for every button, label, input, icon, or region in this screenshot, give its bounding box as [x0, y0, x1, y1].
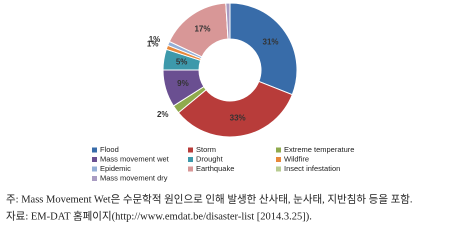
legend-swatch [188, 166, 193, 172]
value-label: 33% [230, 114, 246, 123]
legend-label: Extreme temperature [284, 145, 354, 154]
note: 자료: EM-DAT 홈페이지(http://www.emdat.be/disa… [6, 209, 312, 222]
legend-swatch [92, 176, 97, 181]
chart: 주: Mass Movement Wet은 수문학적 원인으로 인해 발생한 산… [6, 2, 413, 222]
value-label: 5% [176, 57, 188, 66]
value-label: 2% [157, 110, 169, 119]
value-label: 17% [194, 25, 210, 34]
legend-label: Earthquake [196, 164, 234, 173]
slice [229, 2, 298, 96]
legend-label: Flood [100, 145, 119, 154]
legend-swatch [188, 147, 193, 153]
value-label: 31% [263, 38, 279, 47]
legend-swatch [92, 147, 97, 153]
legend-label: Wildfire [284, 154, 309, 163]
value-label: 1% [149, 35, 161, 44]
legend-label: Mass movement dry [100, 173, 168, 182]
legend-swatch [188, 157, 193, 162]
legend-label: Mass movement wet [100, 154, 170, 163]
slice [177, 80, 293, 138]
legend-label: Storm [196, 145, 216, 154]
legend-label: Insect infestation [284, 164, 340, 173]
legend-swatch [276, 166, 281, 172]
legend-label: Drought [196, 154, 224, 163]
legend-swatch [276, 147, 281, 153]
legend-swatch [276, 157, 281, 162]
legend-swatch [92, 166, 97, 172]
value-label: 1% [147, 39, 159, 48]
legend-label: Epidemic [100, 164, 131, 173]
slice [225, 2, 231, 40]
legend-swatch [92, 157, 97, 162]
note: 주: Mass Movement Wet은 수문학적 원인으로 인해 발생한 산… [6, 192, 413, 205]
value-label: 9% [177, 79, 189, 88]
